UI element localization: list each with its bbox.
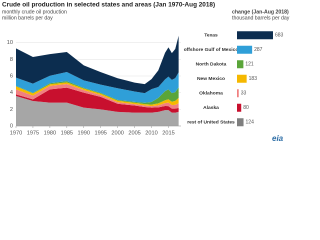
value-label: 121 [245, 62, 254, 68]
y-tick-label: 0 [10, 123, 13, 129]
chart-title: Crude oil production in selected states … [2, 2, 215, 9]
area [16, 35, 179, 94]
x-tick-label: 1985 [61, 130, 73, 136]
category-label: offshore Gulf of Mexico [184, 47, 239, 53]
y-tick-label: 8 [10, 57, 13, 63]
value-label: 124 [246, 120, 255, 126]
x-tick-label: 2010 [145, 130, 157, 136]
chart-subtitle: monthly crude oil production [2, 9, 67, 15]
x-tick-label: 2005 [128, 130, 140, 136]
x-tick-label: 1995 [94, 130, 106, 136]
y-tick-label: 4 [10, 90, 13, 96]
value-label: 80 [243, 105, 249, 111]
y-tick-label: 2 [10, 107, 13, 113]
x-tick-label: 2015 [162, 130, 174, 136]
value-label: 183 [249, 76, 258, 82]
bar [237, 74, 247, 83]
value-label: 33 [241, 91, 247, 97]
bar [237, 89, 239, 98]
area [16, 72, 179, 103]
page: Crude oil production in selected states … [2, 2, 290, 143]
y-axis-label: million barrels per day [2, 15, 53, 21]
value-label: 683 [275, 33, 284, 39]
x-tick-label: 1970 [10, 130, 22, 136]
x-tick-label: 1980 [44, 130, 56, 136]
bar [237, 31, 273, 40]
bar-title: change (Jan-Aug 2018) [232, 9, 289, 15]
area [16, 82, 179, 107]
value-label: 287 [254, 47, 263, 53]
bar [237, 118, 244, 127]
area [16, 96, 179, 126]
bar [237, 103, 242, 112]
y-tick-label: 10 [7, 40, 13, 46]
x-tick-label: 2000 [111, 130, 123, 136]
bar [237, 45, 253, 54]
category-label: New Mexico [197, 76, 225, 82]
category-label: Texas [204, 33, 218, 39]
bar [237, 60, 244, 69]
x-tick-label: 1975 [27, 130, 39, 136]
x-tick-label: 1990 [78, 130, 90, 136]
y-tick-label: 6 [10, 73, 13, 79]
category-label: rest of United States [187, 120, 235, 126]
area [16, 84, 179, 109]
category-label: Alaska [203, 105, 219, 111]
category-label: Oklahoma [199, 91, 223, 97]
area [16, 87, 179, 113]
bar-subtitle: thousand barrels per day [232, 15, 290, 21]
logo: eia [272, 134, 284, 143]
category-label: North Dakota [196, 62, 227, 68]
